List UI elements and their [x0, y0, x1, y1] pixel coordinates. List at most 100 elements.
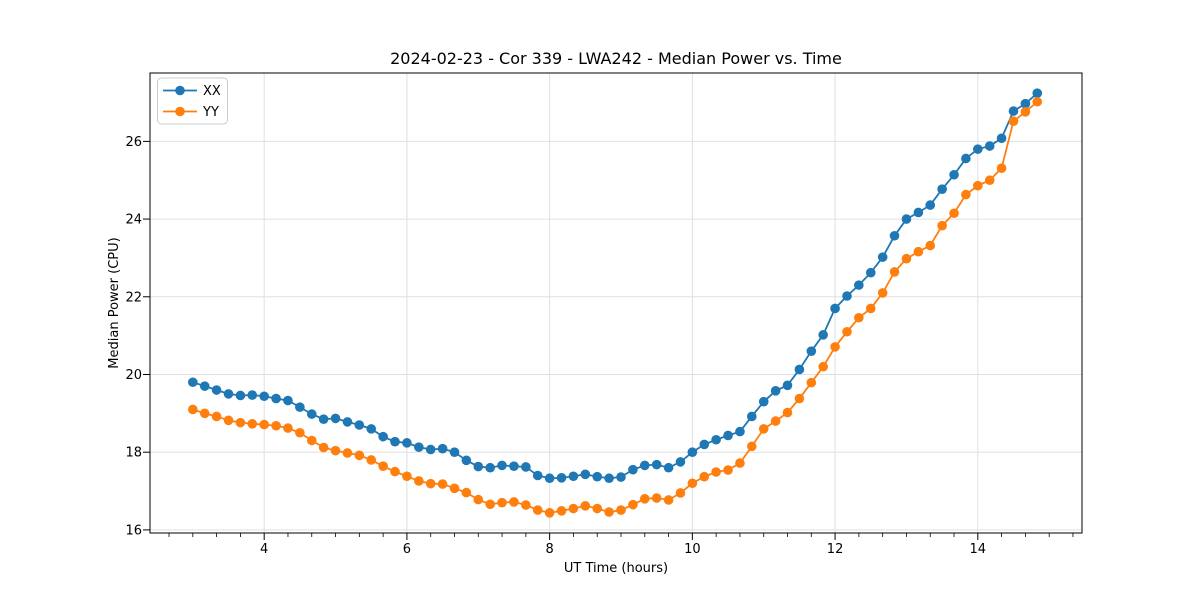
y-axis-ticks: 16 18 20 22 24 26	[125, 135, 150, 538]
series-yy-marker	[818, 361, 828, 372]
series-xx-marker	[675, 457, 686, 467]
series-xx-marker	[235, 390, 246, 401]
series-yy-marker	[283, 423, 293, 433]
series-yy-marker	[199, 408, 210, 419]
legend-label: YY	[202, 105, 219, 120]
series-yy-marker	[580, 501, 591, 511]
series-yy-marker	[830, 342, 840, 352]
series-yy-marker	[414, 476, 424, 486]
series-yy-marker	[747, 441, 757, 452]
series-yy-marker	[271, 420, 281, 431]
series-xx-marker	[1020, 98, 1031, 109]
series-yy-marker	[295, 427, 305, 438]
legend-label: XX	[203, 84, 221, 99]
series-yy-marker	[996, 163, 1007, 173]
series-yy-marker	[330, 445, 341, 456]
series-xx-marker	[199, 381, 210, 391]
y-tick-label: 20	[125, 368, 142, 383]
series-xx-marker	[1032, 88, 1043, 98]
series-yy-marker	[223, 415, 234, 426]
series-yy-marker	[984, 175, 995, 186]
series-yy-marker	[854, 312, 864, 323]
series-yy-marker	[961, 189, 971, 200]
series-yy-marker	[711, 467, 721, 477]
series-xx-marker	[342, 417, 353, 427]
series-xx-marker	[330, 413, 341, 424]
series-yy-marker	[354, 450, 365, 461]
series-yy-marker	[616, 505, 626, 515]
series-xx-marker	[1008, 106, 1019, 116]
legend-box	[157, 77, 228, 125]
series-xx-marker	[687, 447, 698, 457]
x-tick-label: 6	[403, 542, 411, 557]
series-xx-marker	[628, 464, 638, 475]
series-yy-marker	[782, 407, 793, 418]
y-axis-label: Median Power (CPU)	[107, 237, 122, 368]
series-yy-marker	[247, 419, 258, 429]
series-xx-marker	[188, 377, 198, 388]
series-yy-marker	[592, 503, 603, 514]
series-yy-marker	[925, 240, 936, 251]
series-xx-marker	[259, 391, 269, 402]
y-tick-label: 18	[125, 446, 142, 461]
series-yy-marker	[913, 246, 924, 257]
series-yy-marker	[651, 493, 662, 503]
series-xx-marker	[390, 436, 400, 447]
series-xx-marker	[580, 469, 591, 480]
series-yy-marker	[425, 478, 436, 489]
series-xx-marker	[782, 380, 793, 391]
series-xx-marker	[556, 473, 567, 483]
series-xx-marker	[913, 207, 924, 218]
series-yy-marker	[687, 478, 698, 489]
series-xx-marker	[639, 460, 650, 471]
series-xx-marker	[663, 462, 674, 473]
series-yy-marker	[699, 471, 710, 482]
series-xx-marker	[473, 461, 484, 472]
series-yy-marker	[639, 494, 650, 504]
series-yy-marker	[390, 466, 400, 477]
series-yy-marker	[1008, 116, 1019, 126]
plot-border	[149, 72, 1083, 534]
series-xx-marker	[521, 462, 531, 472]
x-axis-label: UT Time (hours)	[564, 561, 668, 576]
series-xx-marker	[865, 267, 876, 278]
series-yy-marker	[211, 411, 222, 422]
chart-title: 2024-02-23 - Cor 339 - LWA242 - Median P…	[390, 49, 842, 68]
series-yy-marker	[318, 442, 329, 453]
series-xx-marker	[735, 426, 745, 437]
series-yy-marker	[532, 505, 543, 515]
series-xx-marker	[378, 431, 388, 442]
series-yy-marker	[723, 465, 733, 475]
series-yy-marker	[949, 208, 959, 219]
series-yy-marker	[568, 503, 579, 514]
series-yy-marker	[509, 497, 519, 507]
series-yy-marker	[259, 419, 269, 430]
series-yy-marker	[342, 448, 353, 458]
series-yy-marker	[556, 506, 567, 516]
series-xx-marker	[592, 471, 603, 482]
y-tick-label: 26	[125, 135, 142, 150]
series-xx-marker	[616, 472, 626, 482]
series-xx-marker	[318, 414, 329, 424]
series-xx-marker	[794, 364, 805, 375]
x-tick-label: 8	[545, 542, 553, 557]
series-yy-marker	[366, 455, 377, 465]
series-yy-marker	[877, 288, 888, 298]
series-yy-marker	[1032, 96, 1043, 107]
series-yy-marker	[235, 417, 246, 428]
series-xx-marker	[723, 430, 733, 441]
series-yy-marker	[402, 471, 412, 482]
series-xx-marker	[497, 460, 507, 471]
series-xx-marker	[854, 280, 864, 290]
x-tick-label: 14	[970, 542, 987, 557]
series-xx-marker	[949, 169, 959, 180]
x-tick-label: 4	[260, 542, 268, 557]
legend: XX YY	[157, 77, 228, 125]
series-xx-marker	[544, 473, 555, 484]
series-xx-marker	[973, 144, 983, 154]
series-xx-marker	[770, 386, 781, 396]
series-xx-marker	[568, 471, 579, 482]
legend-marker-sample	[175, 85, 185, 96]
series-xx-marker	[651, 459, 662, 470]
